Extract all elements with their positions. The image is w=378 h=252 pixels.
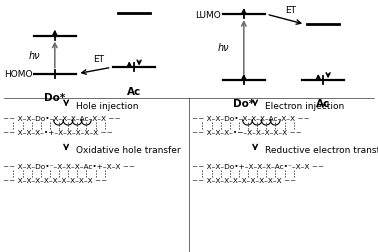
Text: hν: hν [28,50,40,60]
Text: Electron injection: Electron injection [265,101,344,110]
Text: ET: ET [93,55,104,64]
Text: ~~ X–X–X–X–X–X–X–X–X ~~: ~~ X–X–X–X–X–X–X–X–X ~~ [192,177,296,183]
Text: Ac: Ac [316,99,330,109]
Text: ~~ X–X–X–•+–X–X–X–X–X ~~: ~~ X–X–X–•+–X–X–X–X–X ~~ [3,129,113,135]
Text: ~~ X–X–X–•−–X–X–X–X–X ~~: ~~ X–X–X–•−–X–X–X–X–X ~~ [192,129,302,135]
Text: ~~ X–X–Do•⁻–X–X–X–Ac•+–X–X ~~: ~~ X–X–Do•⁻–X–X–X–Ac•+–X–X ~~ [3,163,135,169]
Text: LUMO: LUMO [195,11,220,20]
Text: Do*: Do* [44,92,65,103]
Text: Hole injection: Hole injection [76,101,138,110]
Text: Do*: Do* [233,99,254,109]
Text: hν: hν [217,43,229,53]
Text: ~~ X–X–Do•+–X–X–X–Ac•⁻–X–X ~~: ~~ X–X–Do•+–X–X–X–Ac•⁻–X–X ~~ [192,163,324,169]
Text: ~~ X–X–Do•–X–X–X–Ac–X–X ~~: ~~ X–X–Do•–X–X–X–Ac–X–X ~~ [3,115,121,121]
Text: Reductive electron transfer: Reductive electron transfer [265,145,378,154]
Text: HOMO: HOMO [4,70,32,79]
Text: ~~ X–X–Do•–X–X–X–Ac–X–X ~~: ~~ X–X–Do•–X–X–X–Ac–X–X ~~ [192,115,310,121]
Text: Oxidative hole transfer: Oxidative hole transfer [76,145,180,154]
Text: Ac: Ac [127,86,141,96]
Text: ~~ X–X–X–X–X–X–X–X–X ~~: ~~ X–X–X–X–X–X–X–X–X ~~ [3,177,107,183]
Text: ET: ET [285,6,297,15]
